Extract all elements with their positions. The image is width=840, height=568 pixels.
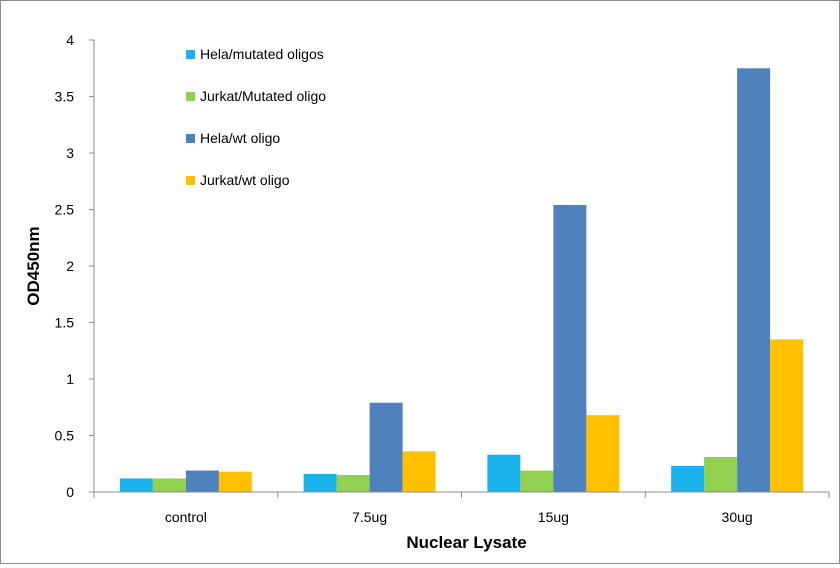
bar bbox=[704, 456, 738, 492]
legend-swatch bbox=[186, 134, 195, 143]
y-tick-label: 0.5 bbox=[55, 428, 75, 444]
y-tick-label: 4 bbox=[66, 32, 74, 48]
bar bbox=[402, 451, 436, 492]
legend-label: Jurkat/wt oligo bbox=[200, 172, 290, 188]
y-tick-label: 1.5 bbox=[55, 315, 75, 331]
x-axis-title: Nuclear Lysate bbox=[406, 533, 526, 552]
bar-series bbox=[119, 68, 804, 493]
x-category-label: 30ug bbox=[722, 509, 753, 525]
y-axis-ticks: 0 0.5 1 1.5 2 2.5 3 3.5 4 bbox=[55, 32, 94, 500]
bar bbox=[218, 471, 252, 492]
legend-label: Jurkat/Mutated oligo bbox=[200, 88, 326, 104]
y-tick-label: 3.5 bbox=[55, 89, 75, 105]
legend-label: Hela/wt oligo bbox=[200, 130, 280, 146]
x-category-label: control bbox=[165, 509, 207, 525]
bar bbox=[770, 339, 804, 492]
legend-swatch bbox=[186, 50, 195, 59]
bar bbox=[369, 402, 403, 492]
y-tick-label: 0 bbox=[66, 484, 74, 500]
bar bbox=[185, 470, 219, 492]
legend-swatch bbox=[186, 176, 195, 185]
bar bbox=[303, 473, 337, 492]
y-tick-label: 3 bbox=[66, 145, 74, 161]
y-tick-label: 2.5 bbox=[55, 202, 75, 218]
x-category-label: 15ug bbox=[538, 509, 569, 525]
x-axis-ticks bbox=[93, 492, 830, 498]
x-axis-categories: control 7.5ug 15ug 30ug bbox=[165, 509, 753, 525]
bar bbox=[671, 466, 705, 492]
legend-swatch bbox=[186, 92, 195, 101]
bar bbox=[520, 470, 554, 492]
bar bbox=[553, 204, 587, 493]
bar bbox=[737, 68, 771, 492]
y-axis-title: OD450nm bbox=[24, 226, 43, 305]
x-category-label: 7.5ug bbox=[352, 509, 387, 525]
y-tick-label: 1 bbox=[66, 371, 74, 387]
bar bbox=[152, 478, 186, 492]
legend-label: Hela/mutated oligos bbox=[200, 46, 324, 62]
legend: Hela/mutated oligos Jurkat/Mutated oligo H… bbox=[186, 46, 326, 188]
bar bbox=[586, 415, 620, 492]
bar bbox=[119, 478, 153, 492]
bar bbox=[487, 454, 521, 492]
y-tick-label: 2 bbox=[66, 258, 74, 274]
bar bbox=[336, 475, 370, 492]
